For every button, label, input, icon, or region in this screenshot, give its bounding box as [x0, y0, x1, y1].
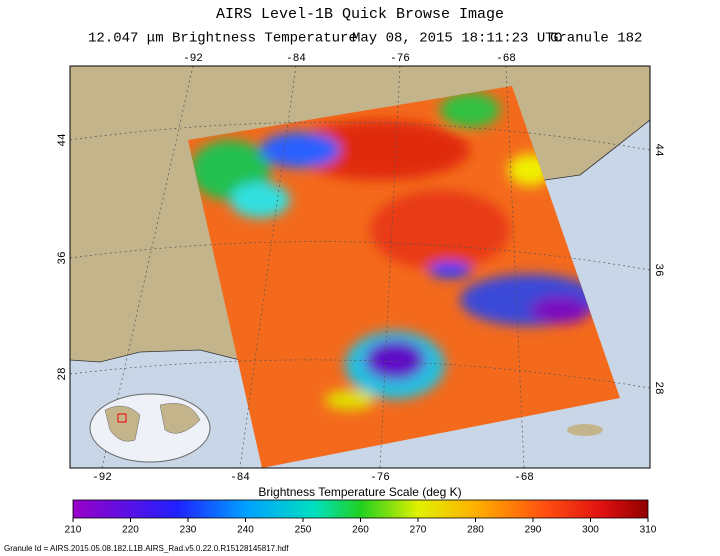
lat-label-right: 44: [652, 143, 664, 157]
lon-label-top: -76: [390, 53, 410, 65]
colorbar-tick-label: 280: [467, 525, 484, 536]
swath: [188, 86, 620, 468]
inset-land: [104, 403, 201, 442]
lat-label-left: 44: [57, 133, 69, 147]
lat-label-right: 36: [652, 263, 664, 276]
map: [70, 66, 650, 468]
date: May 08, 2015 18:11:23 UTC: [352, 31, 562, 47]
colorbar-tick-label: 220: [122, 525, 139, 536]
colorbar-label: Brightness Temperature Scale (deg K): [258, 485, 461, 499]
colorbar-tick-label: 290: [525, 525, 542, 536]
granule-id: Granule Id = AIRS.2015.05.08.182.L1B.AIR…: [4, 544, 289, 553]
lat-label-right: 28: [652, 381, 664, 394]
channel: 12.047 μm Brightness Temperature: [88, 31, 357, 47]
lat-label-left: 28: [57, 367, 69, 380]
colorbar-tick-label: 250: [295, 525, 312, 536]
lon-label-bottom: -76: [370, 472, 390, 484]
colorbar-tick-label: 230: [180, 525, 197, 536]
map-frame: [69, 65, 651, 469]
lat-label-left: 36: [57, 251, 69, 264]
lon-label-top: -84: [286, 53, 306, 65]
title: AIRS Level-1B Quick Browse Image: [216, 6, 504, 23]
colorbar: [72, 499, 649, 519]
lon-label-top: -92: [183, 53, 203, 65]
lon-label-bottom: -84: [230, 472, 250, 484]
lon-label-bottom: -92: [92, 472, 112, 484]
colorbar-tick-label: 300: [582, 525, 599, 536]
colorbar-tick-label: 260: [352, 525, 369, 536]
granule: Granule 182: [550, 31, 642, 47]
colorbar-tick-label: 240: [237, 525, 254, 536]
inset-box: [117, 413, 127, 423]
colorbar-tick-label: 270: [410, 525, 427, 536]
inset-globe: [89, 393, 211, 463]
colorbar-tick-label: 310: [640, 525, 657, 536]
lon-label-bottom: -68: [514, 472, 534, 484]
island: [567, 424, 603, 436]
graticule: [70, 66, 650, 468]
colorbar-tick-label: 210: [65, 525, 82, 536]
lon-label-top: -68: [496, 53, 516, 65]
